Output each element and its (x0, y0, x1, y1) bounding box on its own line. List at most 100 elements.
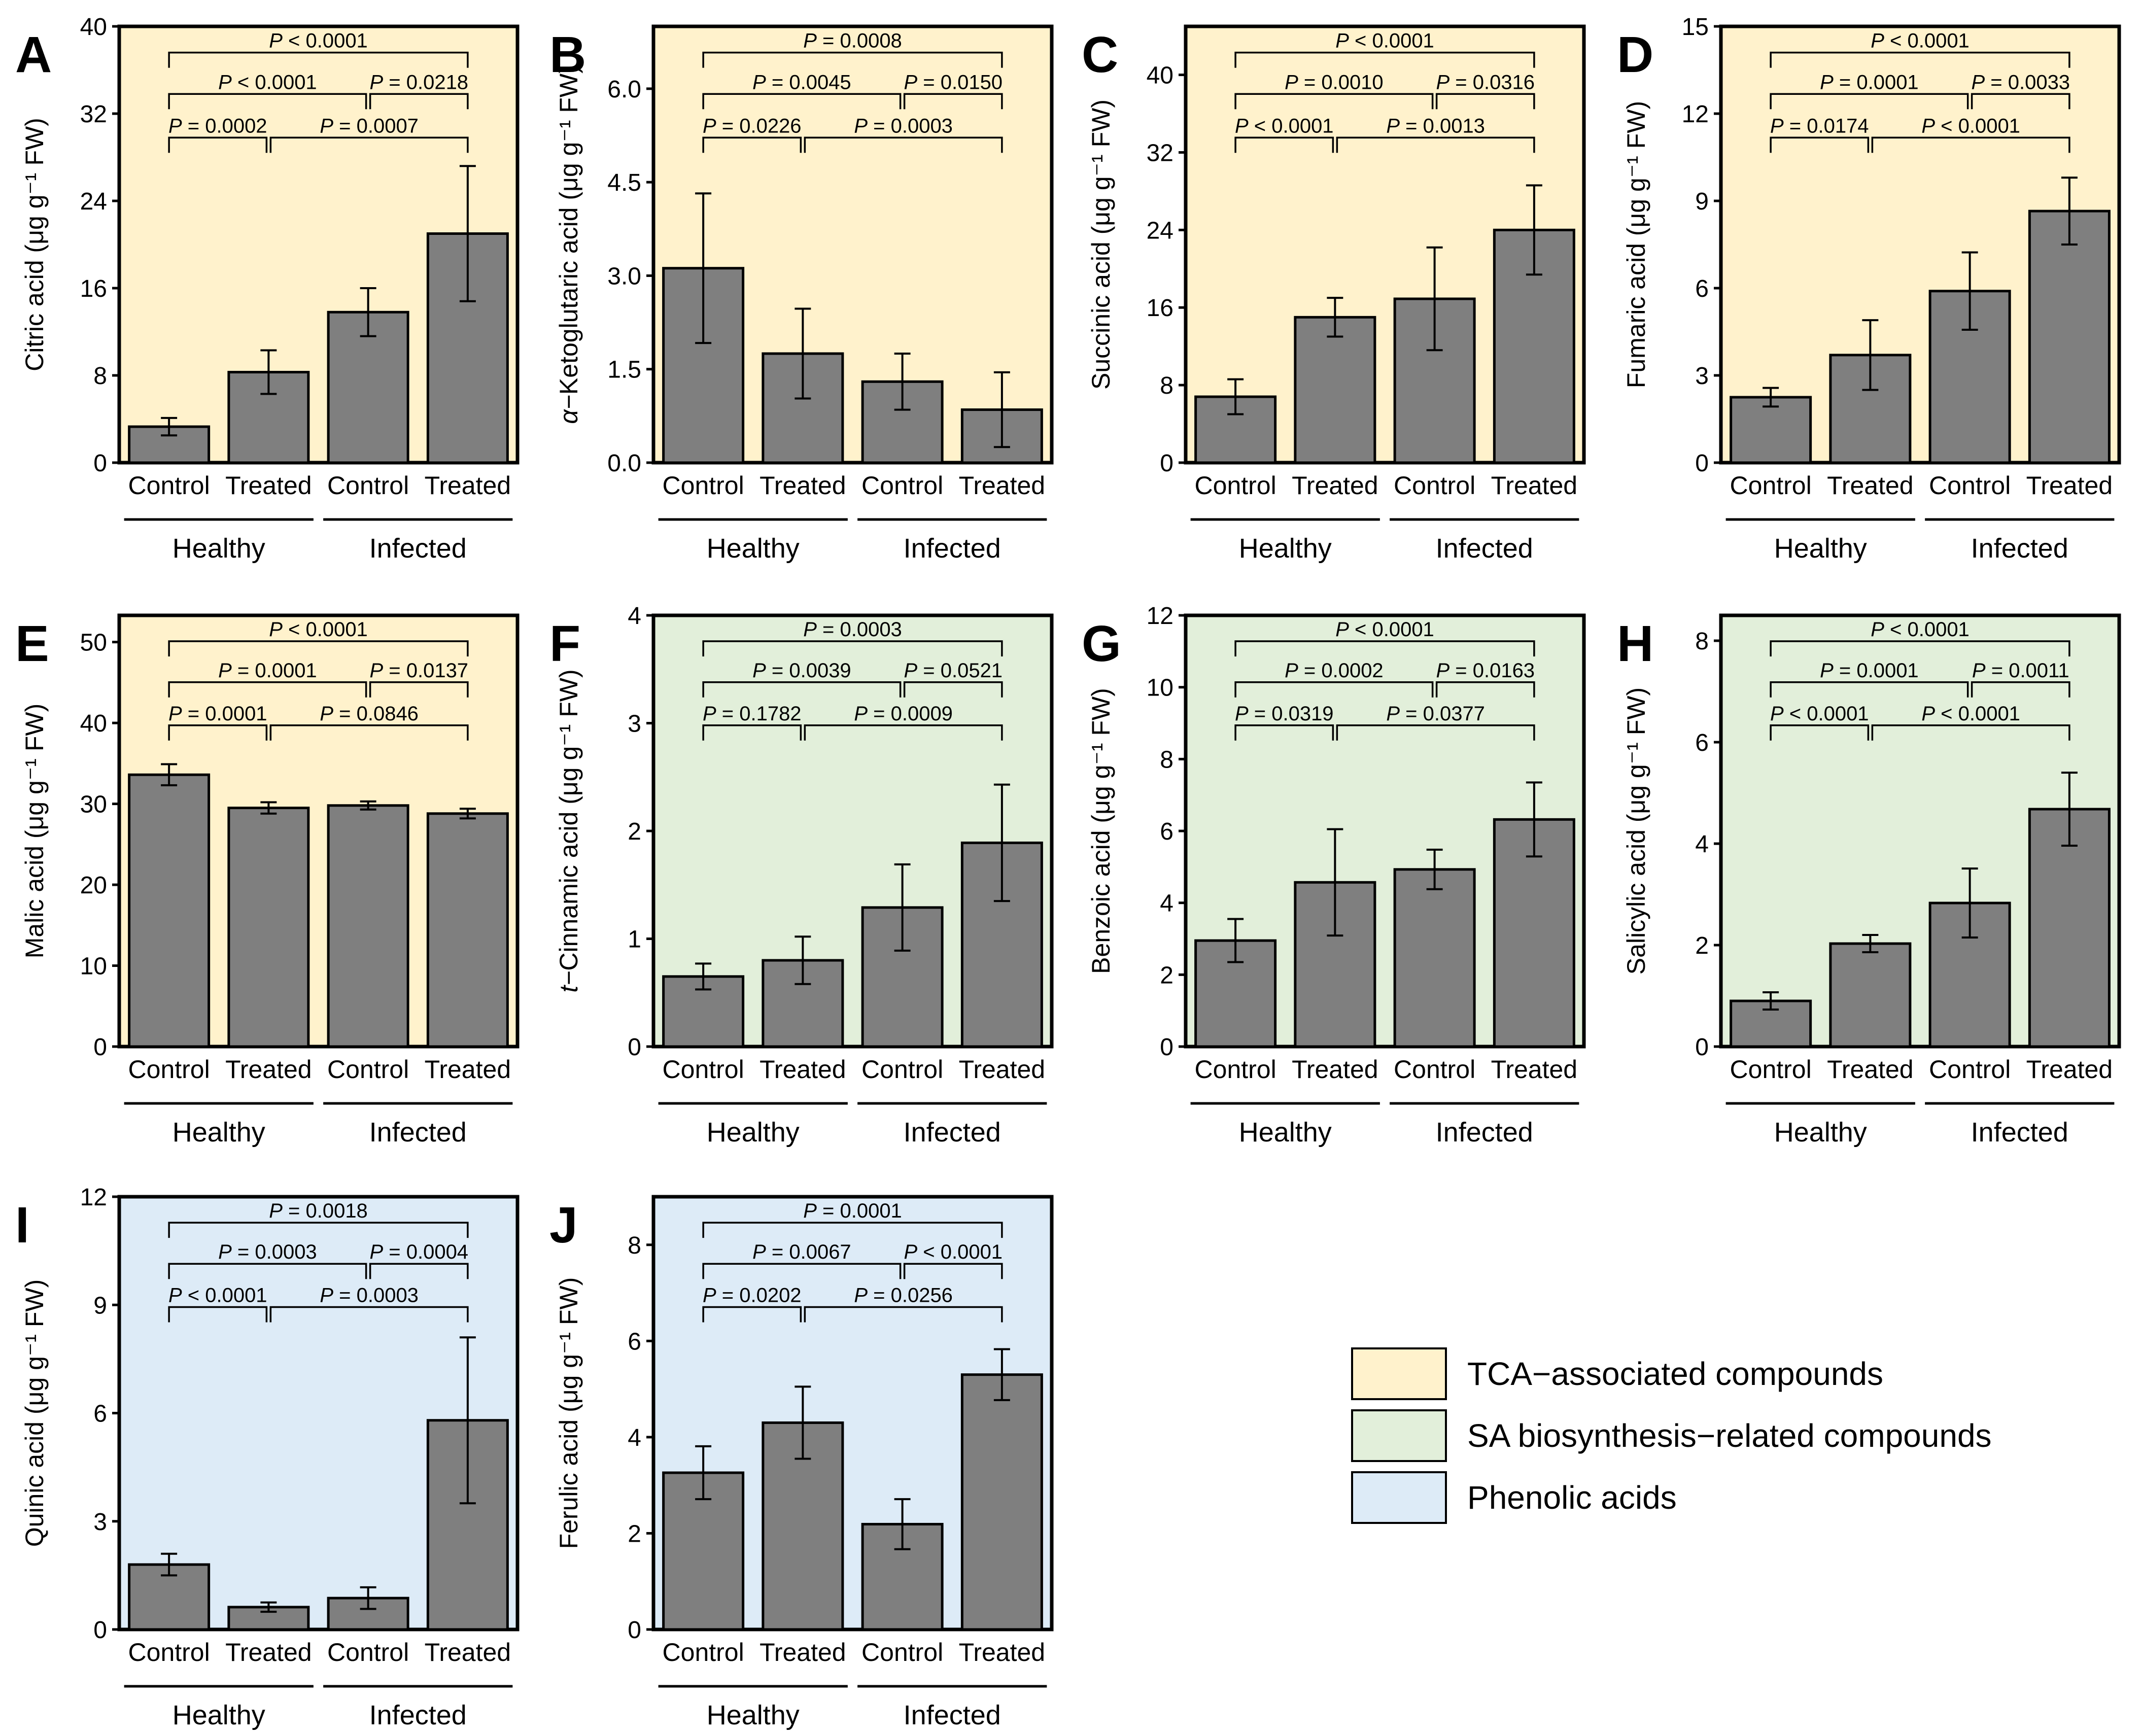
category-label: Control (327, 471, 409, 500)
bracket-low-right (1336, 136, 1535, 153)
bracket-mid_left-label: P = 0.0067 (752, 1241, 851, 1263)
bracket-low_left-label: P = 0.0002 (168, 115, 267, 137)
panel-letter: G (1082, 615, 1121, 672)
bracket-low_right-label: P = 0.0007 (320, 115, 419, 137)
y-tick-label: 8 (93, 363, 107, 390)
panel-letter: J (549, 1197, 578, 1254)
y-tick-label: 8 (628, 1232, 641, 1259)
legend-label: Phenolic acids (1467, 1479, 1677, 1516)
bracket-mid-right (1435, 93, 1535, 110)
category-label: Control (861, 1638, 943, 1666)
y-tick-label: 0 (1695, 450, 1709, 477)
panel-letter: A (15, 26, 52, 83)
y-tick-label: 16 (80, 275, 107, 302)
legend-swatch (1351, 1347, 1447, 1400)
panel-letter: E (15, 615, 49, 672)
bracket-mid_right-label: P = 0.0004 (369, 1241, 468, 1263)
panel-i: 0 3 6 9 12 Control Treated Control Treated Health… (15, 1184, 520, 1730)
group-label: Infected (369, 533, 467, 564)
category-label: Treated (1292, 471, 1378, 500)
group-label: Healthy (172, 1700, 265, 1730)
y-tick-label: 12 (80, 1184, 107, 1211)
bar (960, 1373, 1043, 1631)
y-tick-label: 12 (1147, 603, 1173, 630)
bracket-mid_left-label: P = 0.0001 (1820, 71, 1919, 93)
panel-letter: H (1617, 615, 1653, 672)
y-axis-label: α−Ketoglutaric acid (μg g⁻¹ FW) (555, 65, 583, 424)
y-axis-label: Citric acid (μg g⁻¹ FW) (20, 118, 49, 371)
y-tick-label: 2 (1160, 962, 1173, 989)
y-tick-label: 4 (628, 603, 641, 630)
bracket-mid-right (903, 93, 1003, 110)
bracket-mid-right (369, 93, 469, 110)
category-label: Treated (959, 1638, 1045, 1666)
y-tick-label: 40 (1147, 62, 1173, 89)
y-tick-label: 16 (1147, 295, 1173, 322)
category-label: Control (327, 1055, 409, 1084)
y-axis-label: Malic acid (μg g⁻¹ FW) (20, 704, 49, 958)
y-axis-label: Quinic acid (μg g⁻¹ FW) (20, 1279, 49, 1547)
group-label: Infected (904, 1117, 1001, 1148)
bracket-top-label: P = 0.0003 (803, 618, 902, 641)
category-label: Treated (225, 1638, 312, 1666)
bracket-low-left (1234, 136, 1334, 153)
y-axis-label: t−Cinnamic acid (μg g⁻¹ FW) (555, 669, 583, 992)
bracket-low_right-label: P = 0.0013 (1386, 115, 1485, 137)
bracket-low_left-label: P < 0.0001 (1235, 115, 1334, 137)
bracket-low-left (702, 136, 802, 153)
category-label: Control (861, 471, 943, 500)
legend-label: SA biosynthesis−related compounds (1467, 1417, 1992, 1454)
bracket-low-right (269, 724, 469, 741)
bracket-mid-left (168, 93, 367, 110)
y-axis-label: Ferulic acid (μg g⁻¹ FW) (555, 1277, 583, 1549)
group-label: Infected (369, 1117, 467, 1148)
y-tick-label: 10 (1147, 675, 1173, 702)
category-label: Control (1394, 471, 1475, 500)
category-label: Control (327, 1638, 409, 1666)
bar (1829, 942, 1912, 1048)
y-tick-label: 6 (1695, 730, 1709, 756)
bracket-mid-left (702, 93, 902, 110)
y-tick-label: 40 (80, 710, 107, 737)
group-label: Healthy (1774, 533, 1867, 564)
category-label: Treated (759, 471, 846, 500)
category-label: Control (861, 1055, 943, 1084)
y-tick-label: 8 (1695, 628, 1709, 655)
bracket-top (702, 1222, 1003, 1238)
bracket-top (702, 51, 1003, 68)
y-tick-label: 15 (1682, 14, 1709, 41)
bracket-mid-left (168, 681, 367, 698)
bracket-top-label: P = 0.0018 (269, 1200, 368, 1222)
category-label: Control (128, 1638, 210, 1666)
bracket-mid_right-label: P = 0.0163 (1436, 659, 1535, 682)
y-tick-label: 50 (80, 630, 107, 656)
bracket-mid_left-label: P = 0.0001 (218, 659, 317, 682)
bracket-low-left (702, 1306, 802, 1323)
category-label: Treated (2026, 471, 2113, 500)
y-tick-label: 2 (628, 818, 641, 845)
y-tick-label: 9 (1695, 188, 1709, 215)
panel-letter: I (15, 1197, 29, 1254)
bracket-top (168, 51, 469, 68)
y-tick-label: 1 (628, 926, 641, 953)
bar (128, 773, 211, 1048)
bracket-low_right-label: P = 0.0377 (1386, 703, 1485, 725)
panel-b: 0.0 1.5 3.0 4.5 6.0 Control Treated Control Trea… (549, 24, 1054, 564)
bracket-top-label: P < 0.0001 (1335, 618, 1434, 641)
bracket-low_left-label: P < 0.0001 (1770, 703, 1869, 725)
y-tick-label: 6 (93, 1401, 107, 1428)
bracket-low_right-label: P < 0.0001 (1921, 115, 2020, 137)
y-axis-label: Salicylic acid (μg g⁻¹ FW) (1622, 687, 1650, 975)
panel-letter: C (1082, 26, 1118, 83)
y-tick-label: 12 (1682, 101, 1709, 128)
group-label: Healthy (1239, 1117, 1332, 1148)
y-tick-label: 30 (80, 791, 107, 818)
group-label: Infected (1971, 1117, 2068, 1148)
bracket-low_right-label: P = 0.0846 (320, 703, 419, 725)
y-tick-label: 0 (1695, 1034, 1709, 1061)
y-tick-label: 3 (93, 1509, 107, 1536)
bracket-low_left-label: P = 0.0202 (703, 1284, 802, 1307)
y-axis-label: Succinic acid (μg g⁻¹ FW) (1087, 99, 1115, 390)
y-axis-label: Fumaric acid (μg g⁻¹ FW) (1622, 101, 1650, 388)
category-label: Control (663, 1638, 744, 1666)
